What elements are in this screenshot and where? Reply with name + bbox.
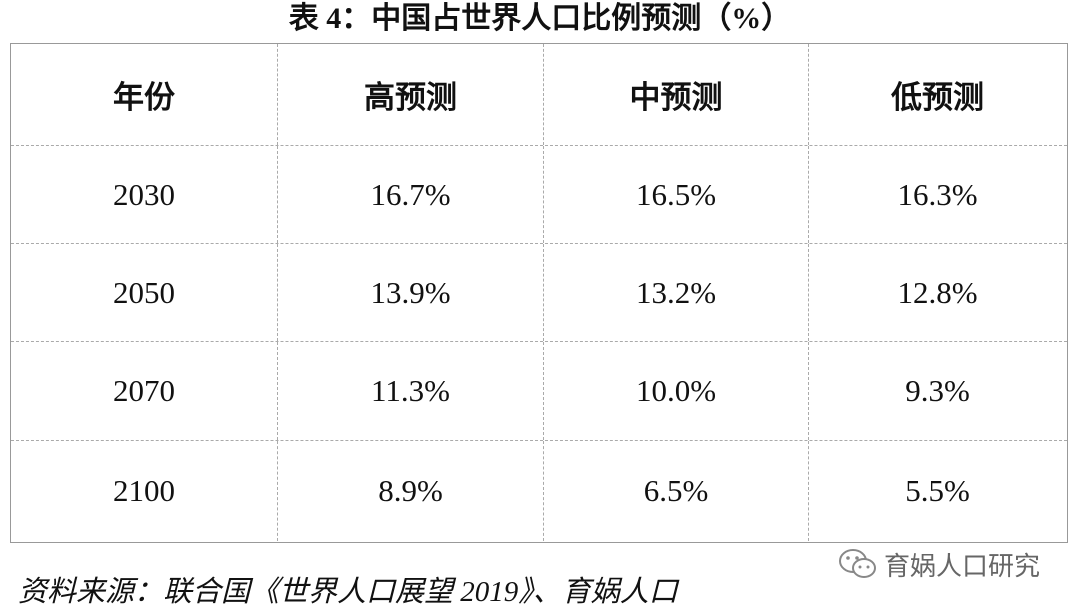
table-cell: 16.5% bbox=[543, 146, 808, 243]
header-cell: 低预测 bbox=[808, 44, 1066, 145]
source-note: 资料来源：联合国《世界人口展望 2019》、育娲人口 bbox=[18, 576, 678, 608]
header-cell: 高预测 bbox=[277, 44, 543, 145]
header-cell: 中预测 bbox=[543, 44, 808, 145]
header-row: 年份 高预测 中预测 低预测 bbox=[11, 44, 1067, 145]
watermark-text: 育娲人口研究 bbox=[884, 551, 1041, 582]
table-cell: 2070 bbox=[113, 373, 175, 408]
wechat-icon bbox=[839, 549, 876, 578]
watermark: 育娲人口研究 bbox=[838, 546, 1040, 582]
table-cell: 6.5% bbox=[543, 441, 808, 541]
table-cell: 2100 bbox=[113, 473, 175, 508]
header-cell: 年份 bbox=[113, 80, 175, 115]
table-cell: 2050 bbox=[113, 274, 175, 310]
table-cell: 10.0% bbox=[543, 342, 808, 440]
table-cell: 9.3% bbox=[808, 342, 1066, 440]
table-row: 2100 8.9% 6.5% 5.5% bbox=[11, 440, 1067, 541]
table-cell: 5.5% bbox=[808, 441, 1066, 541]
data-table: 年份 高预测 中预测 低预测 2030 16.7% 16.5% 16.3% 2050 13.9% 1… bbox=[10, 43, 1068, 543]
table-row: 2050 13.9% 13.2% 12.8% bbox=[11, 243, 1067, 341]
table-cell: 16.7% bbox=[277, 146, 543, 243]
table-row: 2070 11.3% 10.0% 9.3% bbox=[11, 341, 1067, 440]
table-title: 表 4：中国占世界人口比例预测（%） bbox=[288, 2, 792, 35]
table-cell: 2030 bbox=[113, 176, 175, 212]
table-cell: 12.8% bbox=[808, 244, 1066, 341]
table-cell: 13.2% bbox=[543, 244, 808, 341]
table-cell: 16.3% bbox=[808, 146, 1066, 243]
table-cell: 11.3% bbox=[277, 342, 543, 440]
table-cell: 8.9% bbox=[277, 441, 543, 541]
table-cell: 13.9% bbox=[277, 244, 543, 341]
table-row: 2030 16.7% 16.5% 16.3% bbox=[11, 145, 1067, 243]
